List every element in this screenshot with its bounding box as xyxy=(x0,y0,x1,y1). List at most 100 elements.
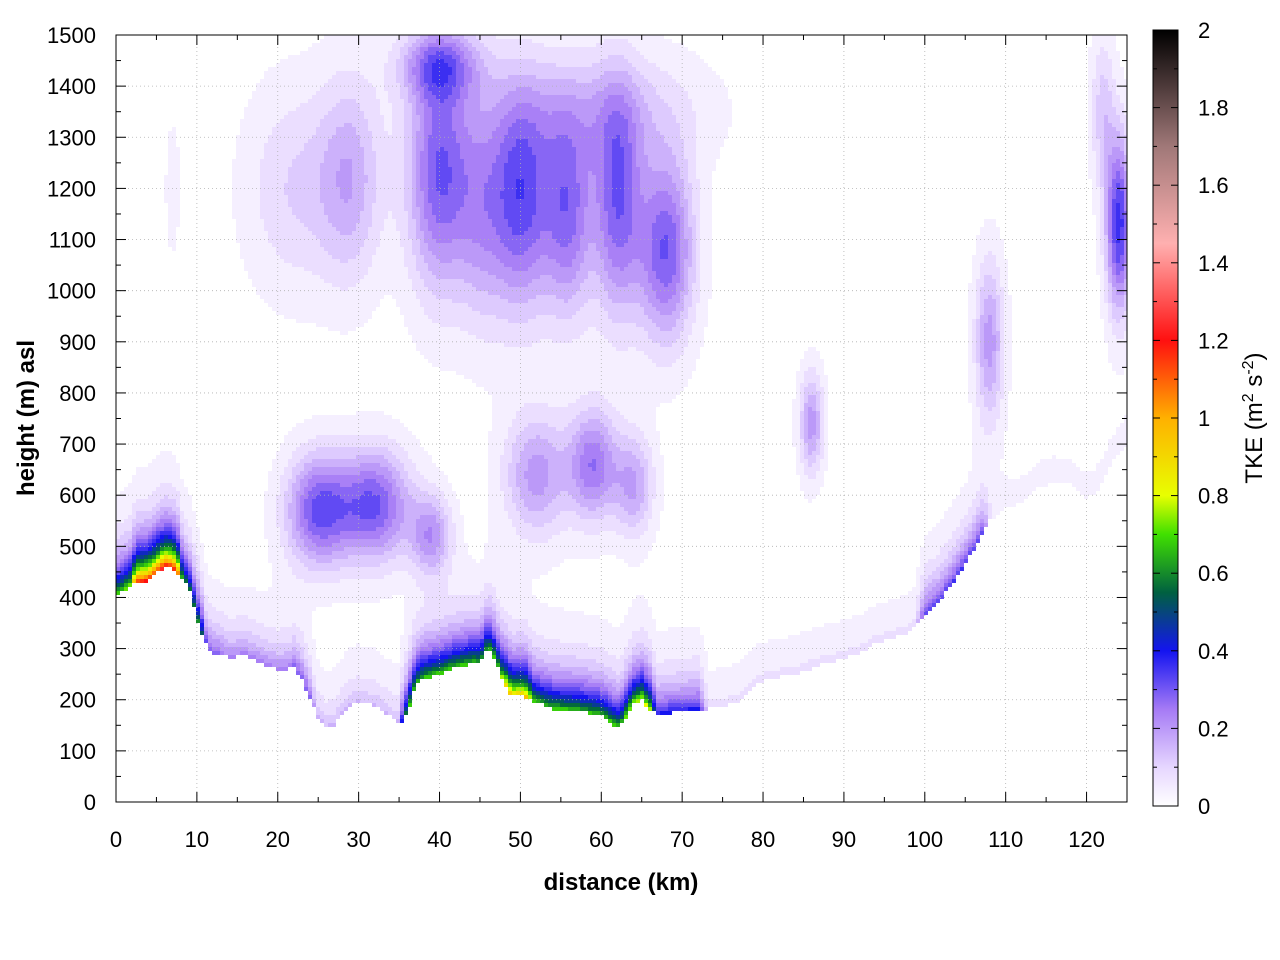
field-cell xyxy=(600,531,616,535)
field-cell xyxy=(508,75,536,79)
field-cell xyxy=(296,479,300,483)
field-cell xyxy=(1000,403,1008,407)
field-cell xyxy=(1108,51,1120,55)
field-cell xyxy=(424,531,432,535)
field-cell xyxy=(612,343,660,347)
field-cell xyxy=(980,523,984,527)
field-cell xyxy=(956,527,964,531)
field-cell xyxy=(1092,139,1100,143)
field-cell xyxy=(824,423,828,427)
field-cell xyxy=(672,199,680,203)
field-cell xyxy=(592,467,596,471)
field-cell xyxy=(376,679,400,683)
field-cell xyxy=(356,227,368,231)
field-cell xyxy=(500,627,508,631)
field-cell xyxy=(444,539,448,543)
field-cell xyxy=(432,107,452,111)
field-cell xyxy=(984,511,988,515)
field-cell xyxy=(420,675,424,679)
field-cell xyxy=(968,299,976,303)
field-cell xyxy=(556,295,572,299)
field-cell xyxy=(408,455,432,459)
field-cell xyxy=(436,159,448,163)
field-cell xyxy=(512,639,532,643)
field-cell xyxy=(956,567,960,571)
field-cell xyxy=(412,643,416,647)
field-cell xyxy=(1096,111,1116,115)
field-cell xyxy=(188,539,192,543)
field-cell xyxy=(964,527,972,531)
field-cell xyxy=(268,547,284,551)
field-cell xyxy=(684,227,692,231)
field-cell xyxy=(1004,295,1012,299)
field-cell xyxy=(504,115,576,119)
field-cell xyxy=(188,523,196,527)
field-cell xyxy=(276,511,284,515)
field-cell xyxy=(440,559,444,563)
field-cell xyxy=(988,251,992,255)
field-cell xyxy=(920,563,924,567)
field-cell xyxy=(604,491,624,495)
field-cell xyxy=(504,167,536,171)
field-cell xyxy=(636,695,640,699)
field-cell xyxy=(356,131,372,135)
field-cell xyxy=(468,643,480,647)
field-cell xyxy=(684,263,692,267)
field-cell xyxy=(444,147,460,151)
field-cell xyxy=(1112,223,1116,227)
field-cell xyxy=(952,535,960,539)
field-cell xyxy=(168,559,172,563)
field-cell xyxy=(512,455,520,459)
field-cell xyxy=(1104,327,1112,331)
field-cell xyxy=(432,71,452,75)
field-cell xyxy=(688,267,696,271)
field-cell xyxy=(384,115,392,119)
field-cell xyxy=(432,503,440,507)
field-cell xyxy=(440,555,448,559)
field-cell xyxy=(520,431,576,435)
field-cell xyxy=(540,435,572,439)
field-cell xyxy=(204,607,216,611)
field-cell xyxy=(800,419,804,423)
field-cell xyxy=(272,571,292,575)
field-cell xyxy=(980,415,1000,419)
field-cell xyxy=(636,675,640,679)
field-cell xyxy=(600,443,608,447)
field-cell xyxy=(404,507,436,511)
field-cell xyxy=(960,559,964,563)
field-cell xyxy=(800,451,804,455)
field-cell xyxy=(956,543,960,547)
field-cell xyxy=(400,307,424,311)
field-cell xyxy=(268,559,288,563)
field-cell xyxy=(608,291,644,295)
field-cell xyxy=(488,47,636,51)
field-cell xyxy=(420,667,424,671)
field-cell xyxy=(1108,263,1112,267)
field-cell xyxy=(656,675,700,679)
field-cell xyxy=(1088,171,1096,175)
field-cell xyxy=(1104,171,1108,175)
field-cell xyxy=(392,107,404,111)
field-cell xyxy=(608,251,652,255)
field-cell xyxy=(396,503,404,507)
field-cell xyxy=(360,247,376,251)
field-cell xyxy=(944,583,948,587)
field-cell xyxy=(1000,267,1008,271)
field-cell xyxy=(640,119,652,123)
field-cell xyxy=(1108,223,1112,227)
field-cell xyxy=(216,631,252,635)
field-cell xyxy=(608,695,612,699)
field-cell xyxy=(492,599,500,603)
field-cell xyxy=(1100,139,1104,143)
field-cell xyxy=(644,75,672,79)
field-cell xyxy=(568,203,580,207)
field-cell xyxy=(544,135,556,139)
field-cell xyxy=(604,459,612,463)
field-cell xyxy=(704,707,708,711)
field-cell xyxy=(380,707,392,711)
field-cell xyxy=(128,571,132,575)
field-cell xyxy=(696,223,700,227)
field-cell xyxy=(512,679,524,683)
field-cell xyxy=(416,191,424,195)
field-cell xyxy=(516,507,528,511)
